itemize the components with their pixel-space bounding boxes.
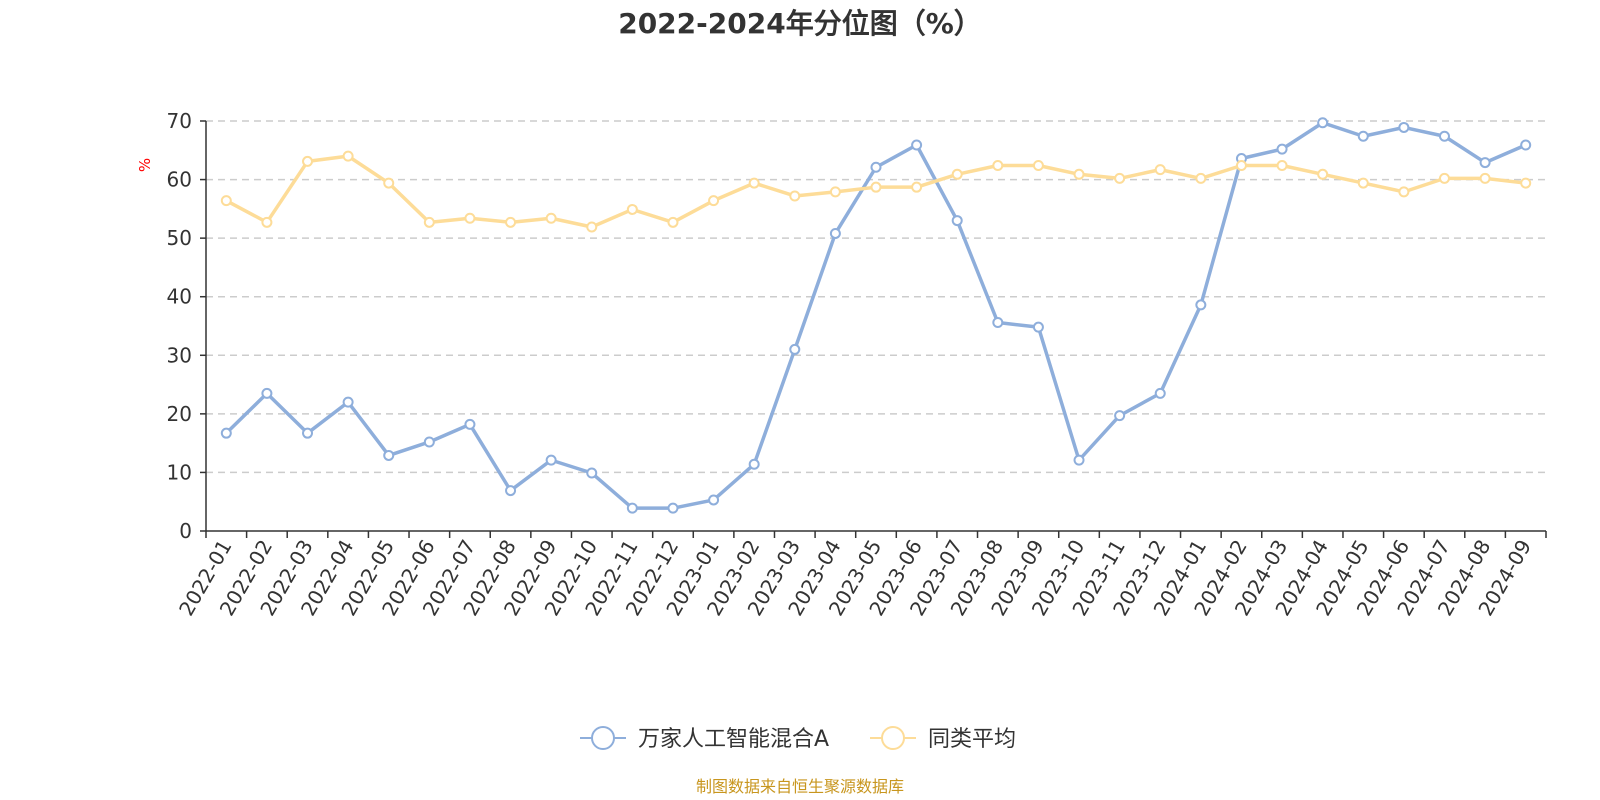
data-point-series-0[interactable] [1398,121,1410,133]
chart-title: 2022-2024年分位图（%） [618,7,982,40]
data-point-series-1[interactable] [383,177,395,189]
data-point-series-0[interactable] [220,427,232,439]
y-tick-label: 60 [167,168,192,192]
data-point-series-1[interactable] [1073,168,1085,180]
data-point-series-0[interactable] [870,161,882,173]
data-point-series-1[interactable] [1154,164,1166,176]
data-point-series-1[interactable] [1114,172,1126,184]
grid-lines [206,120,1546,474]
data-point-series-1[interactable] [789,190,801,202]
data-source-note: 制图数据来自恒生聚源数据库 [696,777,904,796]
data-point-series-1[interactable] [545,212,557,224]
data-point-series-0[interactable] [545,454,557,466]
data-point-series-0[interactable] [342,396,354,408]
data-point-series-0[interactable] [302,427,314,439]
data-point-series-0[interactable] [464,418,476,430]
data-point-series-1[interactable] [667,216,679,228]
series-lines [220,117,1532,514]
y-tick-label: 0 [179,519,192,543]
data-point-series-0[interactable] [1479,157,1491,169]
data-point-series-0[interactable] [829,227,841,239]
data-point-series-0[interactable] [1520,139,1532,151]
legend-circle-marker [881,726,905,750]
data-point-series-1[interactable] [586,221,598,233]
y-tick-label: 50 [167,226,192,250]
data-point-series-1[interactable] [505,216,517,228]
data-point-series-0[interactable] [1357,130,1369,142]
data-point-series-1[interactable] [1235,160,1247,172]
legend-circle-marker [591,726,615,750]
data-point-series-0[interactable] [505,485,517,497]
axes: 0102030405060702022-012022-022022-032022… [167,109,1547,620]
data-point-series-0[interactable] [423,436,435,448]
data-point-series-1[interactable] [1438,172,1450,184]
data-point-series-1[interactable] [464,212,476,224]
data-point-series-0[interactable] [383,449,395,461]
y-tick-label: 70 [167,109,192,133]
data-point-series-0[interactable] [992,316,1004,328]
data-point-series-1[interactable] [1520,177,1532,189]
y-tick-label: 30 [167,343,192,367]
data-point-series-0[interactable] [911,139,923,151]
legend-item-0[interactable]: 万家人工智能混合A [580,726,829,752]
data-point-series-1[interactable] [829,186,841,198]
data-point-series-0[interactable] [586,467,598,479]
data-point-series-1[interactable] [870,181,882,193]
y-tick-label: 10 [167,460,192,484]
data-point-series-1[interactable] [911,181,923,193]
data-point-series-0[interactable] [1154,387,1166,399]
legend[interactable]: 万家人工智能混合A 同类平均 [580,726,1016,752]
data-point-series-1[interactable] [1398,186,1410,198]
data-point-series-1[interactable] [992,160,1004,172]
data-point-series-1[interactable] [1357,177,1369,189]
data-point-series-1[interactable] [302,155,314,167]
data-point-series-1[interactable] [220,195,232,207]
y-tick-label: 40 [167,285,192,309]
data-point-series-0[interactable] [951,215,963,227]
legend-item-1[interactable]: 同类平均 [870,726,1016,752]
data-point-series-0[interactable] [1317,117,1329,129]
data-point-series-0[interactable] [748,458,760,470]
data-point-series-0[interactable] [1195,299,1207,311]
data-point-series-0[interactable] [667,502,679,514]
data-point-series-0[interactable] [1032,321,1044,333]
data-point-series-1[interactable] [261,216,273,228]
data-point-series-1[interactable] [1195,172,1207,184]
data-point-series-0[interactable] [1438,130,1450,142]
y-axis-unit-label: % [136,158,154,172]
series-line-0 [225,121,1527,510]
data-point-series-1[interactable] [423,216,435,228]
data-point-series-0[interactable] [1073,454,1085,466]
data-point-series-0[interactable] [626,502,638,514]
data-point-series-1[interactable] [951,168,963,180]
data-point-series-1[interactable] [748,177,760,189]
data-point-series-0[interactable] [708,494,720,506]
data-point-series-0[interactable] [1114,410,1126,422]
legend-label: 同类平均 [928,727,1016,752]
data-point-series-1[interactable] [1317,168,1329,180]
data-point-series-0[interactable] [789,343,801,355]
data-point-series-1[interactable] [626,203,638,215]
data-point-series-1[interactable] [1032,160,1044,172]
data-point-series-1[interactable] [1479,172,1491,184]
data-point-series-1[interactable] [1276,160,1288,172]
y-tick-label: 20 [167,402,192,426]
data-point-series-0[interactable] [1276,143,1288,155]
legend-label: 万家人工智能混合A [638,727,829,752]
data-point-series-1[interactable] [342,150,354,162]
data-point-series-0[interactable] [261,387,273,399]
data-point-series-1[interactable] [708,195,720,207]
